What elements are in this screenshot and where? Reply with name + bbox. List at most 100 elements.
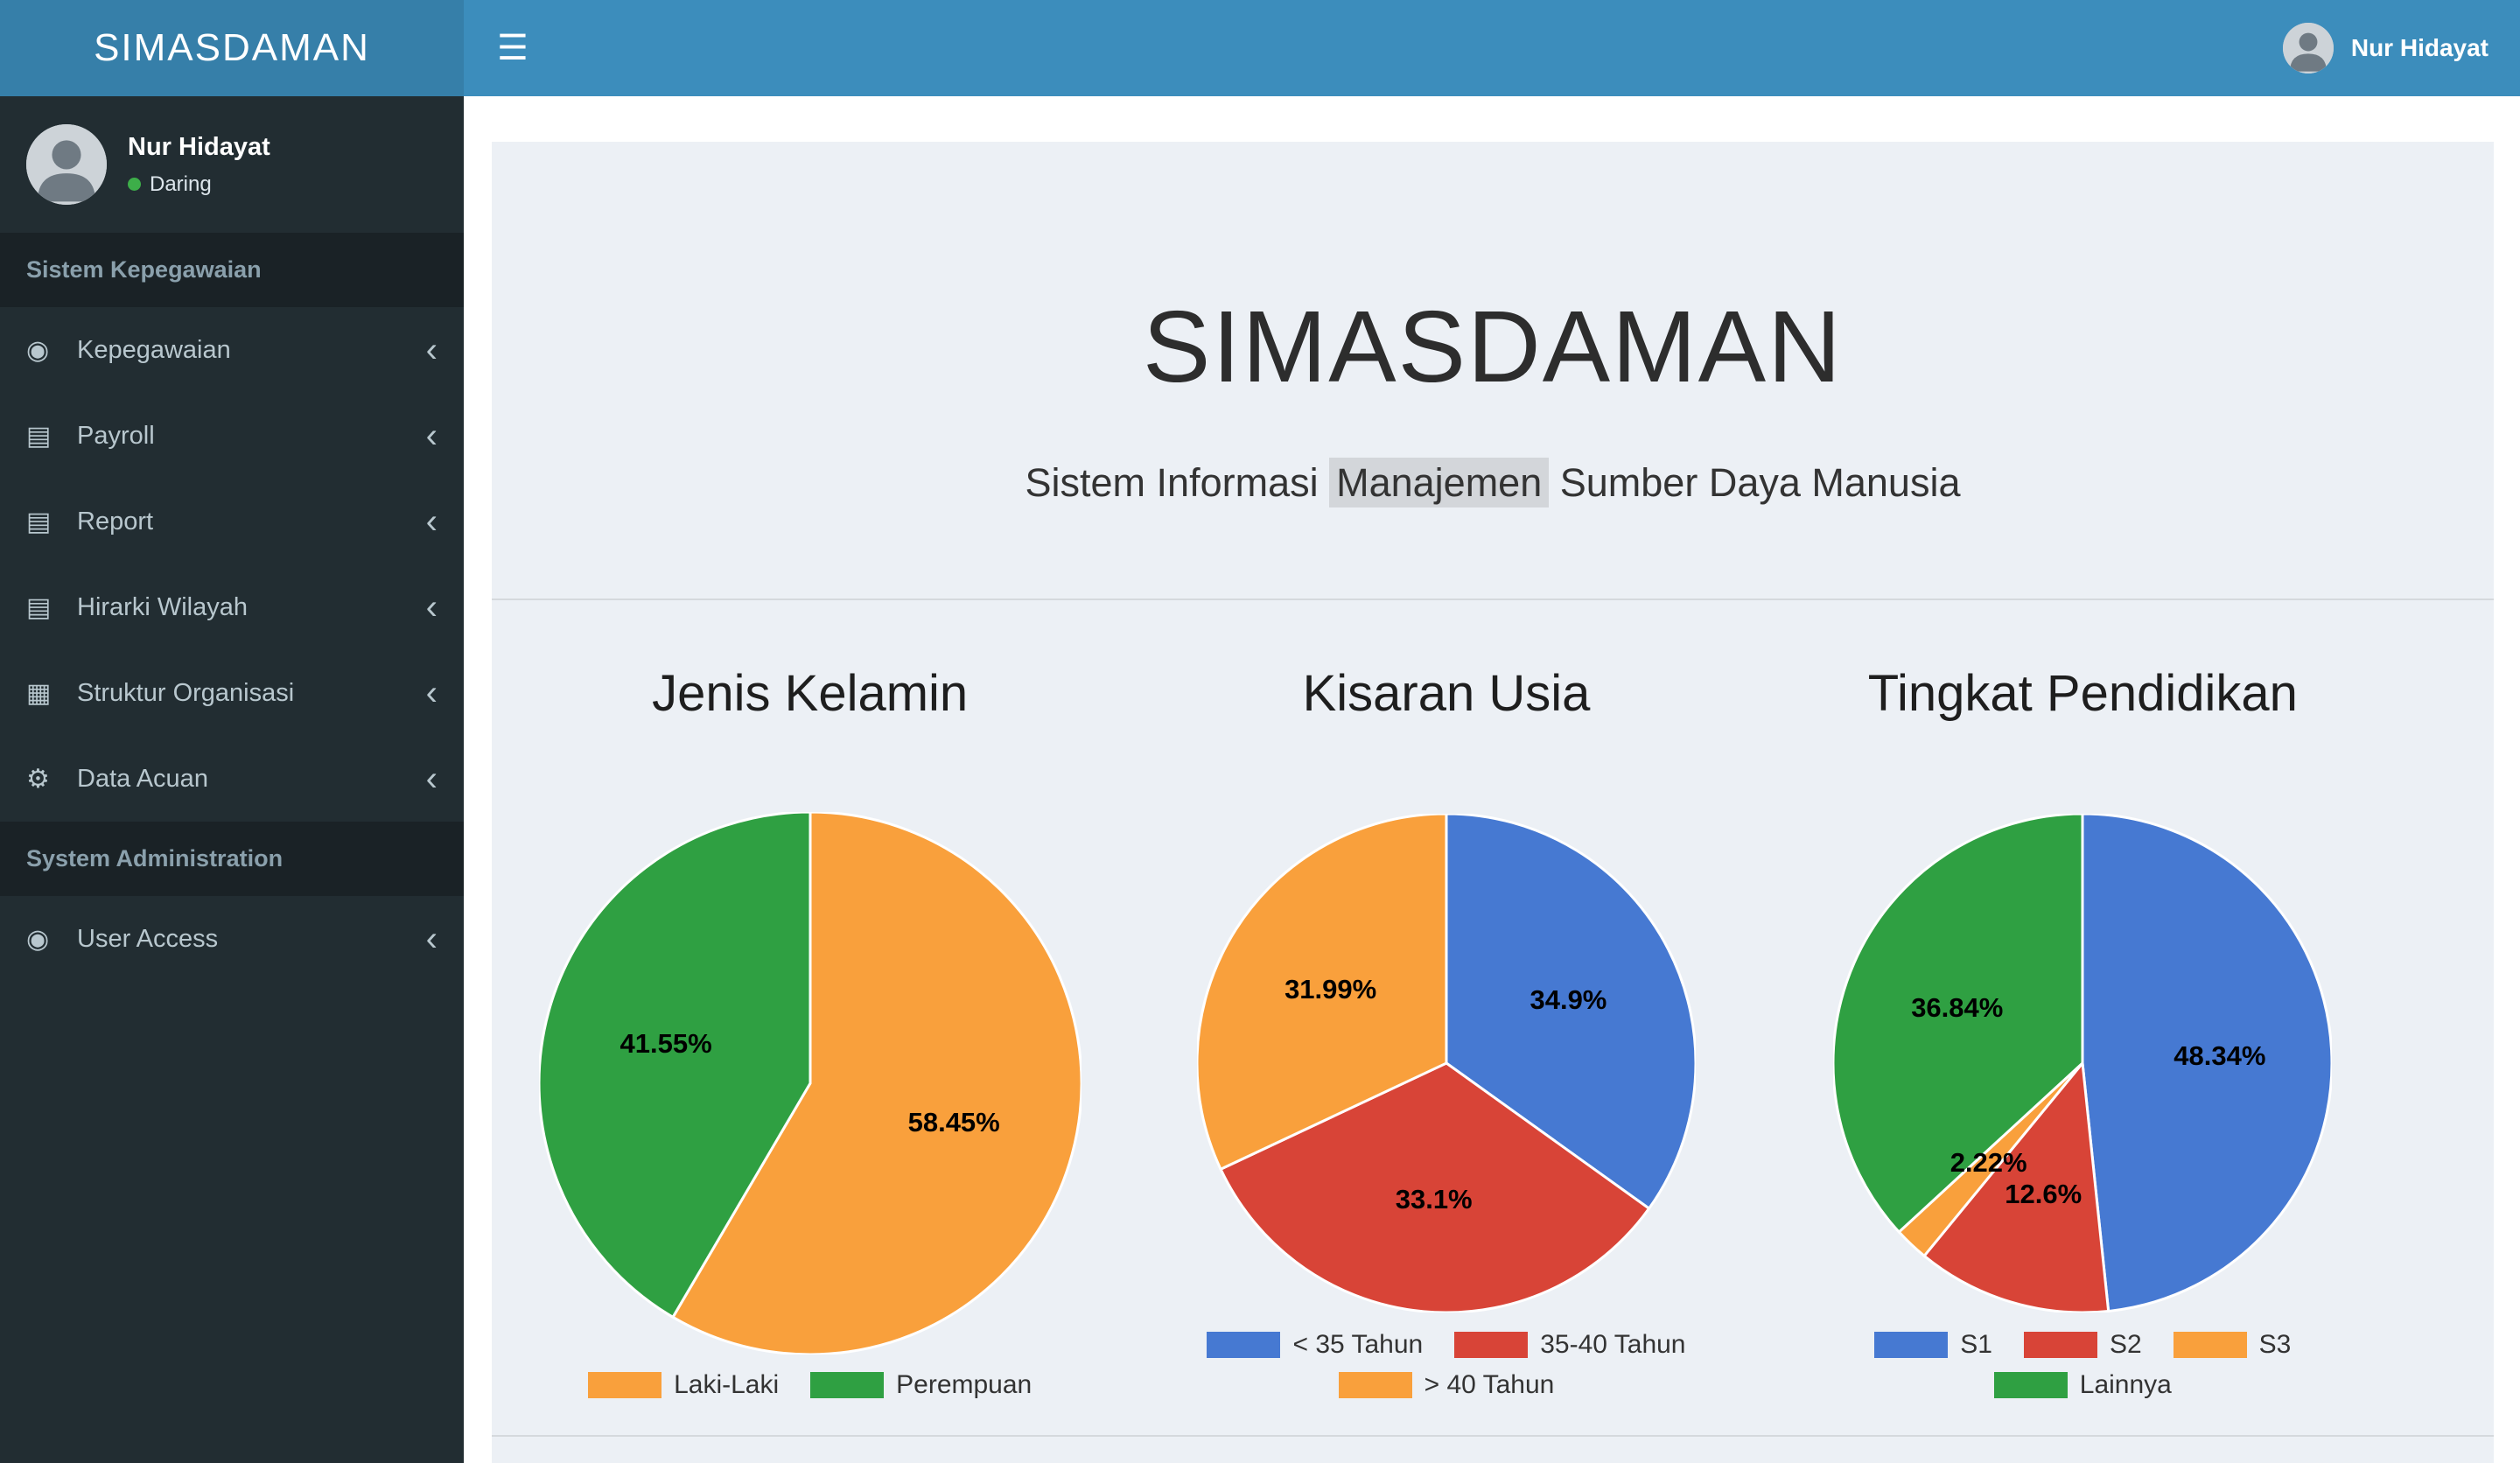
sidebar-section-header: Sistem Kepegawaian xyxy=(0,233,464,307)
legend-item[interactable]: < 35 Tahun xyxy=(1207,1330,1423,1360)
sidebar-user-status[interactable]: Daring xyxy=(128,172,270,197)
pie-slice-label: 2.22% xyxy=(1950,1146,2027,1178)
chevron-left-icon: ‹ xyxy=(425,588,438,626)
chevron-left-icon: ‹ xyxy=(425,760,438,798)
legend-label: Perempuan xyxy=(896,1369,1032,1399)
sidebar-menu: Sistem Kepegawaian ◉ Kepegawaian ‹ ▤ Payroll ‹… xyxy=(0,233,464,982)
sidebar-item-label: Payroll xyxy=(77,421,155,450)
sidebar-item-user-access[interactable]: ◉ User Access ‹ xyxy=(0,896,464,982)
sidebar-item-label: Struktur Organisasi xyxy=(77,678,295,707)
pie-slice-label: 31.99% xyxy=(1284,973,1377,1004)
top-bar: SIMASDAMAN ☰ Nur Hidayat xyxy=(0,0,2520,96)
sidebar-item-label: Kepegawaian xyxy=(77,335,231,364)
chart-title: Kisaran Usia xyxy=(1302,665,1591,723)
legend-item[interactable]: S1 xyxy=(1874,1330,1992,1360)
list-icon: ▤ xyxy=(26,507,52,536)
pie-svg xyxy=(1195,812,1698,1314)
legend-item[interactable]: > 40 Tahun xyxy=(1338,1370,1554,1400)
pie-slice-label: 33.1% xyxy=(1395,1184,1473,1215)
legend-color-box xyxy=(1207,1331,1281,1358)
legend-label: Laki-Laki xyxy=(674,1369,780,1399)
pie-chart: 48.34% 12.6% 2.22% 36.84% xyxy=(1831,812,2334,1314)
status-label: Daring xyxy=(150,172,212,196)
sidebar: Nur Hidayat Daring Sistem Kepegawaian ◉ Ke… xyxy=(0,96,464,1463)
subtitle-highlight: Manajemen xyxy=(1329,458,1550,508)
sidebar-item-payroll[interactable]: ▤ Payroll ‹ xyxy=(0,393,464,479)
legend-color-box xyxy=(588,1371,662,1398)
chart-box: 58.45% 41.55% Laki-Laki Perempuan xyxy=(492,796,1128,1400)
dashboard-panel: SIMASDAMAN Sistem Informasi Manajemen Su… xyxy=(492,142,2494,1463)
sidebar-item-kepegawaian[interactable]: ◉ Kepegawaian ‹ xyxy=(0,307,464,393)
sidebar-item-label: Data Acuan xyxy=(77,764,208,793)
dashboard-icon: ◉ xyxy=(26,335,50,365)
legend-label: < 35 Tahun xyxy=(1292,1329,1424,1359)
list-icon: ▤ xyxy=(26,592,52,622)
chevron-left-icon: ‹ xyxy=(425,331,438,369)
content-area: SIMASDAMAN Sistem Informasi Manajemen Su… xyxy=(464,96,2520,1463)
sidebar-item-report[interactable]: ▤ Report ‹ xyxy=(0,479,464,564)
sidebar-user-panel: Nur Hidayat Daring xyxy=(0,96,464,233)
online-status-icon xyxy=(128,178,141,191)
pie-chart: 58.45% 41.55% xyxy=(537,810,1083,1356)
legend-item[interactable]: S2 xyxy=(2023,1329,2142,1360)
chart-legend: < 35 Tahun 35-40 Tahun > 40 Tahun xyxy=(1166,1330,1726,1400)
charts-row: Jenis Kelamin 58.45% 41.55% Laki-Laki Pere… xyxy=(492,663,2494,1400)
chevron-left-icon: ‹ xyxy=(425,502,438,541)
pie-area: 48.34% 12.6% 2.22% 36.84% xyxy=(1831,796,2334,1330)
chart-legend: S1 S2 S3 Lainnya xyxy=(1802,1330,2362,1400)
navbar-user-menu[interactable]: Nur Hidayat xyxy=(2282,23,2520,74)
legend-label: 35-40 Tahun xyxy=(1540,1329,1686,1359)
sidebar-item-data-acuan[interactable]: ⚙ Data Acuan ‹ xyxy=(0,736,464,822)
subtitle-suffix: Sumber Daya Manusia xyxy=(1549,460,1961,506)
pie-chart: 34.9% 33.1% 31.99% xyxy=(1195,812,1698,1314)
chart-title: Jenis Kelamin xyxy=(652,665,969,723)
sidebar-user-info: Nur Hidayat Daring xyxy=(128,133,270,197)
pie-slice-label: 41.55% xyxy=(620,1028,712,1060)
legend-label: S2 xyxy=(2109,1329,2142,1359)
chart-kisaran-usia: Kisaran Usia 34.9% 33.1% 31.99% < 35 Tahun… xyxy=(1128,663,1764,1400)
sidebar-item-hirarki-wilayah[interactable]: ▤ Hirarki Wilayah ‹ xyxy=(0,564,464,650)
legend-item[interactable]: Laki-Laki xyxy=(588,1370,779,1400)
chart-tingkat-pendidikan: Tingkat Pendidikan 48.34% 12.6% 2.22% 36.84… xyxy=(1765,663,2401,1400)
chevron-left-icon: ‹ xyxy=(425,920,438,958)
legend-color-box xyxy=(2023,1331,2097,1358)
dashboard-icon: ◉ xyxy=(26,924,50,954)
sidebar-section-header: System Administration xyxy=(0,822,464,896)
pie-svg xyxy=(537,810,1083,1356)
legend-color-box xyxy=(1338,1371,1412,1398)
pie-slice-label: 12.6% xyxy=(2005,1179,2082,1210)
legend-item[interactable]: Lainnya xyxy=(1993,1369,2172,1400)
pie-svg xyxy=(1831,812,2334,1314)
navbar-user-name: Nur Hidayat xyxy=(2350,34,2488,61)
chevron-left-icon: ‹ xyxy=(425,674,438,712)
legend-item[interactable]: 35-40 Tahun xyxy=(1454,1329,1686,1360)
legend-color-box xyxy=(1454,1331,1529,1358)
legend-label: S1 xyxy=(1960,1329,1992,1359)
pie-area: 58.45% 41.55% xyxy=(537,796,1083,1370)
list-icon: ▤ xyxy=(26,421,52,451)
pie-slice-label: 58.45% xyxy=(907,1106,1000,1138)
chart-doc-icon: ▦ xyxy=(26,678,52,708)
brand-logo[interactable]: SIMASDAMAN xyxy=(0,0,464,96)
sidebar-item-label: Hirarki Wilayah xyxy=(77,592,248,621)
legend-item[interactable]: Perempuan xyxy=(810,1370,1032,1400)
navbar: ☰ Nur Hidayat xyxy=(464,0,2520,96)
divider xyxy=(492,598,2494,601)
legend-item[interactable]: S3 xyxy=(2173,1330,2291,1360)
user-avatar xyxy=(26,124,107,205)
pie-area: 34.9% 33.1% 31.99% xyxy=(1195,796,1698,1330)
user-avatar xyxy=(2282,23,2334,74)
legend-label: Lainnya xyxy=(2079,1369,2172,1399)
hamburger-menu-icon[interactable]: ☰ xyxy=(464,0,562,96)
sidebar-item-struktur-organisasi[interactable]: ▦ Struktur Organisasi ‹ xyxy=(0,650,464,736)
chart-legend: Laki-Laki Perempuan xyxy=(588,1370,1032,1400)
legend-color-box xyxy=(2173,1331,2247,1358)
page-subtitle: Sistem Informasi Manajemen Sumber Daya M… xyxy=(492,458,2494,508)
gear-icon: ⚙ xyxy=(26,764,50,794)
legend-color-box xyxy=(810,1371,885,1398)
chart-box: 34.9% 33.1% 31.99% < 35 Tahun 35-40 Tahun > … xyxy=(1128,796,1764,1400)
legend-color-box xyxy=(1993,1371,2068,1398)
pie-slice-label: 36.84% xyxy=(1911,992,2004,1023)
legend-color-box xyxy=(1874,1331,1949,1358)
pie-slice-label: 48.34% xyxy=(2174,1040,2266,1071)
